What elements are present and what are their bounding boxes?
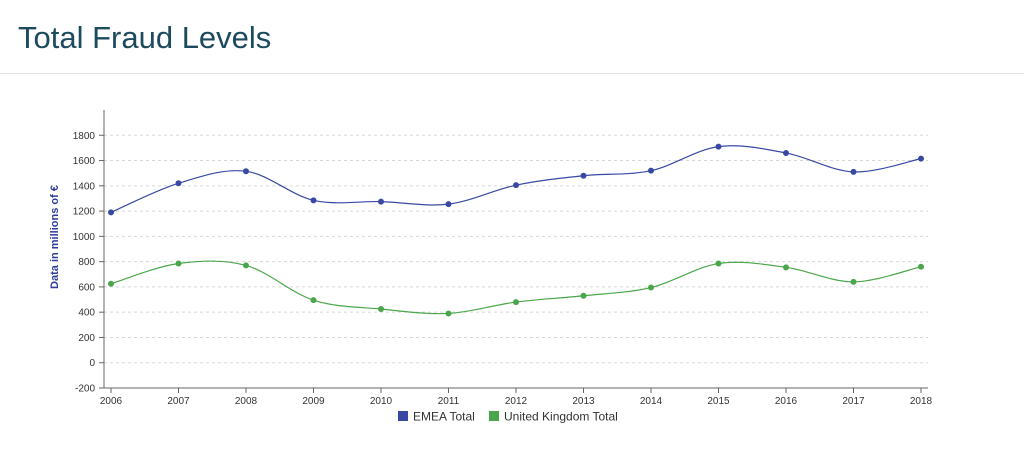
data-point[interactable] [108,280,114,287]
legend-item[interactable]: United Kingdom Total [489,410,618,424]
data-point[interactable] [580,172,587,179]
x-tick-label: 2015 [707,396,730,407]
data-point[interactable] [310,297,317,304]
y-tick-label: 400 [78,308,95,319]
y-tick-label: 1800 [73,131,96,142]
y-tick-label: 1000 [73,232,96,243]
data-point[interactable] [715,143,722,150]
x-tick-label: 2010 [370,396,393,407]
y-tick-label: 1200 [73,207,96,218]
chart-legend[interactable]: EMEA Total United Kingdom Total [398,410,618,424]
data-point[interactable] [378,306,384,313]
data-point[interactable] [108,209,114,216]
data-point[interactable] [648,284,654,291]
x-tick-label: 2009 [302,396,325,407]
series-1 [108,260,924,317]
data-point[interactable] [243,262,249,269]
data-point[interactable] [378,198,384,205]
x-tick-label: 2011 [438,396,460,407]
x-tick-label: 2016 [775,396,798,407]
chart-series [108,143,924,317]
page-title: Total Fraud Levels [18,20,272,55]
x-tick-label: 2014 [640,396,663,407]
x-tick-label: 2006 [100,396,123,407]
x-tick-label: 2012 [505,396,528,407]
legend-swatch [398,411,408,421]
y-tick-label: -200 [75,384,95,395]
data-point[interactable] [850,278,857,285]
data-point[interactable] [175,180,182,187]
page-header: Total Fraud Levels [0,0,1024,74]
chart-axes: -200 0 200 400 600 800 1000 1200 1400 1600 1800 200… [73,110,933,407]
y-tick-label: 1400 [73,181,96,192]
data-point[interactable] [513,182,519,189]
y-tick-label: 1600 [73,156,96,167]
data-point[interactable] [513,299,519,306]
data-point[interactable] [918,155,924,162]
data-point[interactable] [175,260,182,267]
legend-swatch [489,411,499,421]
x-tick-label: 2008 [235,396,258,407]
data-point[interactable] [648,167,654,174]
data-point[interactable] [243,168,249,175]
data-point[interactable] [310,197,317,204]
data-point[interactable] [783,149,789,156]
x-tick-label: 2007 [167,396,190,407]
x-tick-label: 2018 [910,396,933,407]
data-point[interactable] [783,264,789,271]
legend-label: United Kingdom Total [504,410,618,424]
legend-label: EMEA Total [413,410,475,424]
x-tick-label: 2017 [842,396,865,407]
y-tick-label: 200 [78,333,95,344]
data-point[interactable] [715,260,722,267]
data-point[interactable] [918,263,924,270]
data-point[interactable] [445,201,452,208]
y-tick-label: 600 [78,282,95,293]
data-point[interactable] [580,292,587,299]
y-tick-label: 800 [78,257,95,268]
series-0 [108,143,924,216]
x-tick-label: 2013 [572,396,595,407]
legend-item[interactable]: EMEA Total [398,410,475,424]
y-axis-label: Data in millions of € [49,185,61,289]
data-point[interactable] [445,310,452,317]
data-point[interactable] [850,168,857,175]
series-line [110,145,922,213]
y-tick-label: 0 [89,358,95,369]
fraud-line-chart: -200 0 200 400 600 800 1000 1200 1400 1600 1800 200… [49,110,933,424]
